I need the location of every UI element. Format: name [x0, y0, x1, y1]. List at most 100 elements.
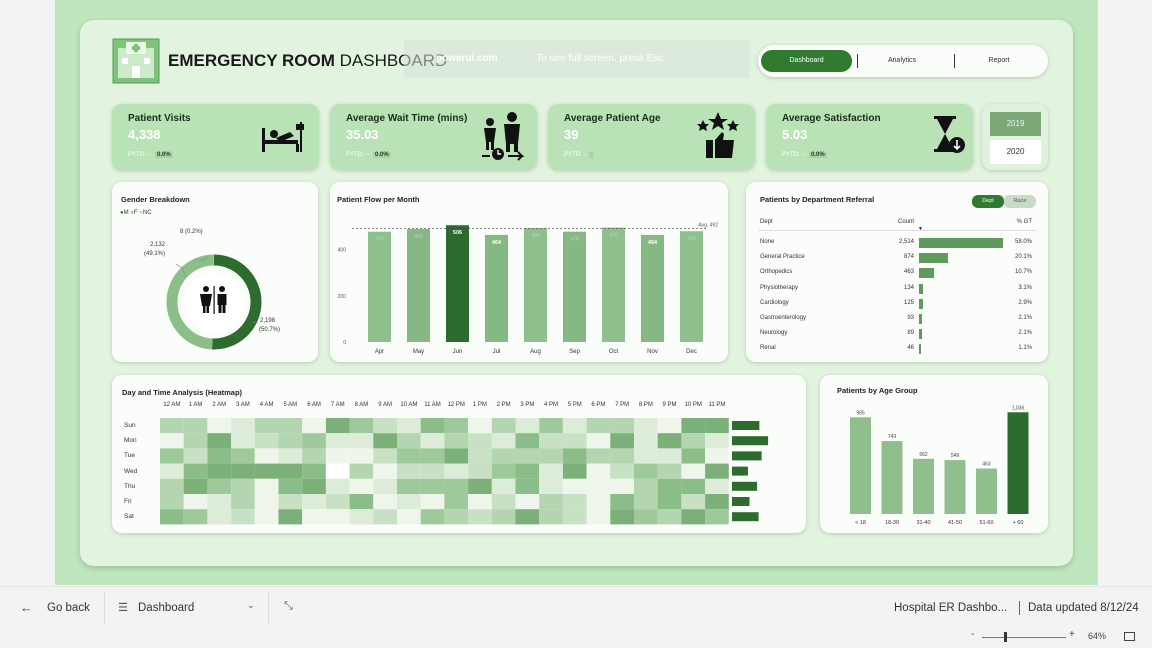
table-row[interactable]: Neurology 89 2.1%	[746, 328, 1048, 342]
heatmap-cell	[610, 433, 634, 449]
zoom-slider-track[interactable]	[982, 637, 1066, 638]
dept-bar	[919, 268, 935, 279]
dept-count: 125	[903, 299, 914, 306]
heatmap-cell	[468, 418, 492, 434]
heatmap-cell	[705, 448, 729, 464]
nav-report-button[interactable]: Report	[988, 57, 1010, 64]
zoom-out-button[interactable]: -	[971, 629, 975, 640]
heatmap-cell	[325, 433, 350, 449]
hour-label: 8 AM	[354, 402, 369, 408]
heatmap-cell	[183, 418, 208, 434]
nav-dashboard-button[interactable]: Dashboard	[761, 50, 852, 72]
zoom-level: 64%	[1088, 631, 1107, 641]
zoom-in-button[interactable]: +	[1069, 629, 1075, 640]
column-header-dept[interactable]: Dept	[760, 219, 773, 225]
x-tick-label: 41-50	[948, 520, 962, 526]
dept-pct: 20.1%	[1014, 254, 1032, 261]
heatmap-cell	[302, 433, 326, 449]
kpi-value: 4,338	[128, 127, 161, 142]
year-2020-button[interactable]: 2020	[990, 140, 1041, 164]
fullscreen-toast: powerui.com To see full screen, press Es…	[404, 40, 749, 78]
page-selector[interactable]: Dashboard	[138, 602, 195, 614]
heatmap-cell	[515, 463, 540, 479]
table-row[interactable]: Gastroenterology 93 2.1%	[746, 313, 1048, 327]
heatmap-cell	[302, 494, 326, 510]
heatmap-cell	[160, 509, 184, 525]
heatmap-cell	[515, 448, 540, 464]
heatmap-cell	[491, 509, 516, 525]
dept-name: Physiotherapy	[760, 284, 799, 291]
hour-label: 8 PM	[638, 402, 653, 408]
patient-flow-bar-chart: 0 200 400 Apr 478 May 490 Jun 506 Jul 464 Aug 494 Sep…	[338, 222, 719, 355]
age-bar	[913, 458, 934, 514]
kpi-value: 35.03	[346, 127, 379, 142]
fit-to-page-icon[interactable]	[1124, 632, 1135, 641]
table-row[interactable]: Cardiology 125 2.9%	[746, 298, 1048, 312]
year-2019-button[interactable]: 2019	[990, 112, 1041, 136]
table-row[interactable]: Physiotherapy 134 3.1%	[746, 283, 1048, 297]
f-label-value: 2,132	[150, 242, 166, 248]
dept-name: General Practice	[760, 254, 805, 261]
x-tick-label: Sep	[569, 349, 580, 355]
dept-pct: 2.1%	[1018, 315, 1032, 321]
column-header-pct[interactable]: % GT	[1016, 219, 1032, 225]
heatmap-cell	[397, 509, 421, 525]
age-bar	[976, 468, 997, 514]
table-row[interactable]: General Practice 874 20.1%	[746, 252, 1048, 266]
heatmap-cell	[539, 433, 563, 449]
hourglass-icon	[934, 116, 965, 153]
restroom-icon	[200, 286, 227, 314]
heatmap-cell	[586, 418, 611, 434]
heatmap-cell	[657, 509, 682, 525]
heatmap-cell	[160, 448, 184, 464]
dept-race-toggle: Dept Race	[972, 195, 1036, 208]
gender-donut-chart	[166, 254, 262, 350]
table-row[interactable]: Renal 46 1.1%	[746, 343, 1048, 357]
day-total-bar	[732, 466, 748, 476]
back-arrow-icon[interactable]: ←	[20, 600, 33, 615]
heatmap-cell	[254, 494, 279, 510]
zoom-slider-thumb[interactable]	[1004, 632, 1007, 642]
dept-pct: 58.0%	[1014, 239, 1032, 245]
exit-fullscreen-icon[interactable]: ⤡	[284, 600, 293, 612]
heatmap-cell	[468, 494, 492, 510]
go-back-button[interactable]: Go back	[47, 602, 90, 614]
hospital-bed-icon	[262, 122, 304, 152]
heatmap-cell	[231, 509, 255, 525]
nav-analytics-button[interactable]: Analytics	[887, 57, 916, 64]
heatmap-cell	[183, 509, 208, 525]
column-header-count[interactable]: Count	[897, 219, 914, 225]
table-row[interactable]: Orthopedics 463 10.7%	[746, 267, 1048, 281]
toggle-dept-button[interactable]: Dept	[972, 195, 1004, 208]
heatmap-cell	[657, 494, 682, 510]
day-label: Fri	[124, 498, 132, 505]
heatmap-cell	[444, 463, 469, 479]
heatmap-cell	[681, 433, 706, 449]
heatmap-cell	[586, 494, 611, 510]
heatmap-cell	[586, 478, 611, 494]
chevron-down-icon[interactable]: ⌄	[247, 600, 255, 610]
day-label: Wed	[124, 467, 138, 475]
flow-bar-dec	[680, 231, 703, 342]
flow-bar-apr	[368, 231, 391, 342]
toggle-race-button[interactable]: Race	[1004, 195, 1036, 208]
heatmap-cell	[302, 509, 326, 525]
heatmap-cell	[657, 418, 682, 434]
heatmap-cell	[681, 509, 706, 525]
nc-label: 8 (0.2%)	[180, 229, 203, 235]
heatmap-cell	[397, 433, 421, 449]
hour-label: 12 AM	[163, 402, 181, 408]
kpi-patient-visits: Patient Visits 4,338 PYTD: -- 0.0%	[112, 104, 319, 170]
rating-stars-thumb-icon	[697, 112, 739, 158]
data-updated-label: Data updated 8/12/24	[1028, 602, 1139, 614]
heatmap-cell	[681, 478, 706, 494]
table-row[interactable]: None 2,514 58.0%	[746, 237, 1048, 251]
heatmap-cell	[349, 418, 374, 434]
heatmap-cell	[349, 433, 374, 449]
heatmap-cell	[160, 433, 184, 449]
dept-pct: 10.7%	[1014, 269, 1032, 276]
heatmap-cell	[278, 448, 303, 464]
dept-count: 874	[903, 254, 914, 261]
x-tick-label: 51-60	[979, 520, 993, 526]
hour-label: 2 AM	[212, 402, 227, 408]
